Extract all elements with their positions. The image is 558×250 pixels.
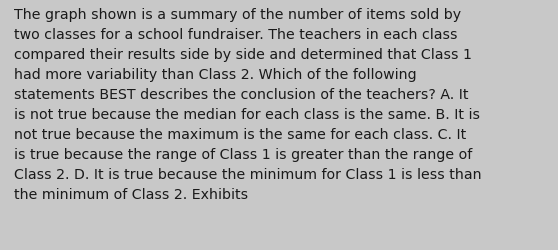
Text: The graph shown is a summary of the number of items sold by
two classes for a sc: The graph shown is a summary of the numb… bbox=[14, 8, 482, 201]
